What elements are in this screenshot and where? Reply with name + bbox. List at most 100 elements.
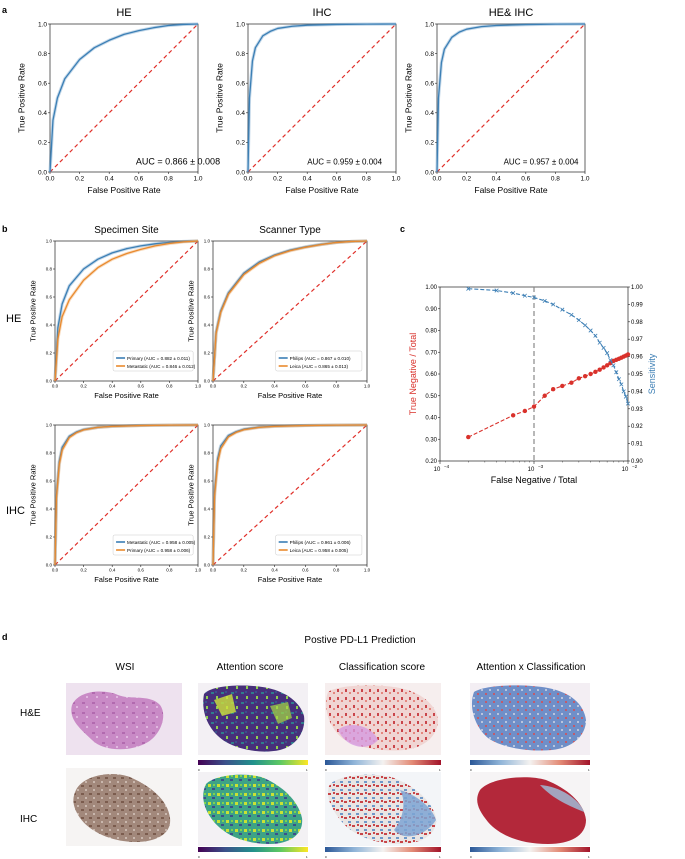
thumb-ihc-attention [198,772,308,846]
y-right-tick-label: 0.90 [631,459,643,465]
tn-point [604,363,610,368]
legend-box [112,534,194,556]
col-header-attention: Attention score [217,662,284,673]
y-tick-label: 0.4 [204,323,211,328]
legend-label-0: Philips (AUC = 0.867 ± 0.010) [290,356,351,361]
y-tick-label: 0.2 [204,535,211,540]
tn-point [522,408,528,414]
sensitivity-point [576,317,581,323]
series-line-0 [247,23,397,173]
tn-point [601,365,606,370]
chance-diagonal [54,424,199,566]
x-tick-label: 0.2 [273,176,282,183]
y-tick-label: 1.0 [236,21,245,28]
x-tick-label: 1.0 [193,176,202,183]
legend-label-0: Metastatic (AUC = 0.958 ± 0.005) [127,540,196,545]
tn-point [576,376,582,381]
auc-annotation: AUC = 0.957 ± 0.004 [504,158,579,167]
y-tick-label: 0.0 [46,379,53,384]
tn-point [625,352,631,357]
series-line-0 [49,23,199,173]
y-tick-label: 0.8 [204,451,211,456]
row-label-ihc-d: IHC [20,814,37,825]
x-axis-label: False Positive Rate [258,391,323,400]
y-tick-label: 0.6 [46,295,53,300]
panel-label-d: d [2,632,8,642]
x-tick-exponent: −4 [444,464,450,469]
chance-diagonal [49,23,199,173]
x-tick-label: 1.0 [195,568,202,573]
cbar-max-3: 1 [588,768,590,772]
roc-chart-b3: 0.00.0 0.2 0.2 0.4 0.4 0.6 0.6 0.8 0.8 1.0 1.0 Fals… [29,423,202,584]
y-left-tick-label: 0.40 [425,416,437,422]
chance-diagonal [54,240,199,382]
y-tick-label: 0.2 [425,140,434,147]
sensitivity-point [621,389,626,394]
legend-label-0: Primary (AUC = 0.882 ± 0.011) [127,356,190,361]
sensitivity-point [588,328,593,333]
chart-title: HE [116,7,131,19]
y-tick-label: 0.8 [46,451,53,456]
x-tick-label: 0.4 [271,568,278,573]
cbar-min-1: 0 [198,768,200,772]
axes-frame [247,23,397,173]
x-tick-label: 0.0 [210,568,217,573]
tn-point [597,367,602,372]
y-tick-label: 0.6 [204,479,211,484]
y-tick-label: 0.4 [204,507,211,512]
y-axis-label: True Positive Rate [215,63,225,133]
tn-point [466,434,471,440]
y-left-tick-label: 0.50 [425,394,437,400]
x-tick-label: 0.6 [302,384,309,389]
x-tick-label: 0.4 [271,384,278,389]
x-axis-label: False Positive Rate [258,575,323,584]
sensitivity-point [616,377,621,382]
tn-point [582,373,588,379]
thumb-he-attention [198,683,308,755]
x-tick-label: 0.6 [332,176,341,183]
x-tick-label: 0.0 [243,176,252,183]
legend-label-1: Leica (AUC = 0.958 ± 0.005) [290,548,349,553]
x-tick-label: 0.6 [302,568,309,573]
series-line-1 [212,424,368,566]
x-axis-label: False Negative / Total [491,475,577,485]
sensitivity-point [551,302,556,307]
x-tick-label: 0.4 [105,176,114,183]
x-tick-label: 0.6 [134,176,143,183]
sensitivity-point [542,298,547,304]
thumb-he-classification [325,683,441,755]
x-axis-label: False Positive Rate [94,575,159,584]
col-header-classification: Classification score [339,662,426,673]
x-axis-label: False Positive Rate [87,185,160,195]
x-tick-label: 0.0 [52,568,59,573]
thumb-he-attn-x-class [470,683,590,755]
tn-point [588,371,593,377]
y-tick-label: 0.8 [46,267,53,272]
y-right-tick-label: 0.96 [631,355,643,361]
sensitivity-point [605,351,610,356]
tn-point [569,380,574,385]
x-tick-label: 10 [528,467,535,473]
x-tick-label: 0.6 [138,384,145,389]
x-tick-exponent: −3 [538,464,544,469]
legend-box [275,350,363,372]
x-axis-label: False Positive Rate [474,185,547,195]
colorbar-attention-he [198,760,308,765]
x-tick-label: 0.2 [80,568,87,573]
y-tick-label: 0.4 [38,110,47,117]
threshold-chart: 0.20 0.30 0.40 0.50 0.60 0.70 0.80 0.90 1.00 0.90… [408,285,657,485]
x-axis-label: False Positive Rate [94,391,159,400]
axes-frame [54,424,199,566]
x-tick-label: 0.0 [210,384,217,389]
row-label-ihc: IHC [6,505,25,517]
y-right-tick-label: 0.91 [631,442,643,448]
y-right-tick-label: 0.97 [631,337,643,343]
colorbar-classification-ihc [325,847,441,852]
roc-chart-a3: 0.00.0 0.2 0.2 0.4 0.4 0.6 0.6 0.8 0.8 1.0 1.0 HE& … [404,7,590,195]
x-tick-label: 0.4 [109,384,116,389]
y-tick-label: 0.6 [236,80,245,87]
y-tick-label: 0.4 [46,323,53,328]
axes-frame [212,424,368,566]
sensitivity-point [608,357,613,363]
